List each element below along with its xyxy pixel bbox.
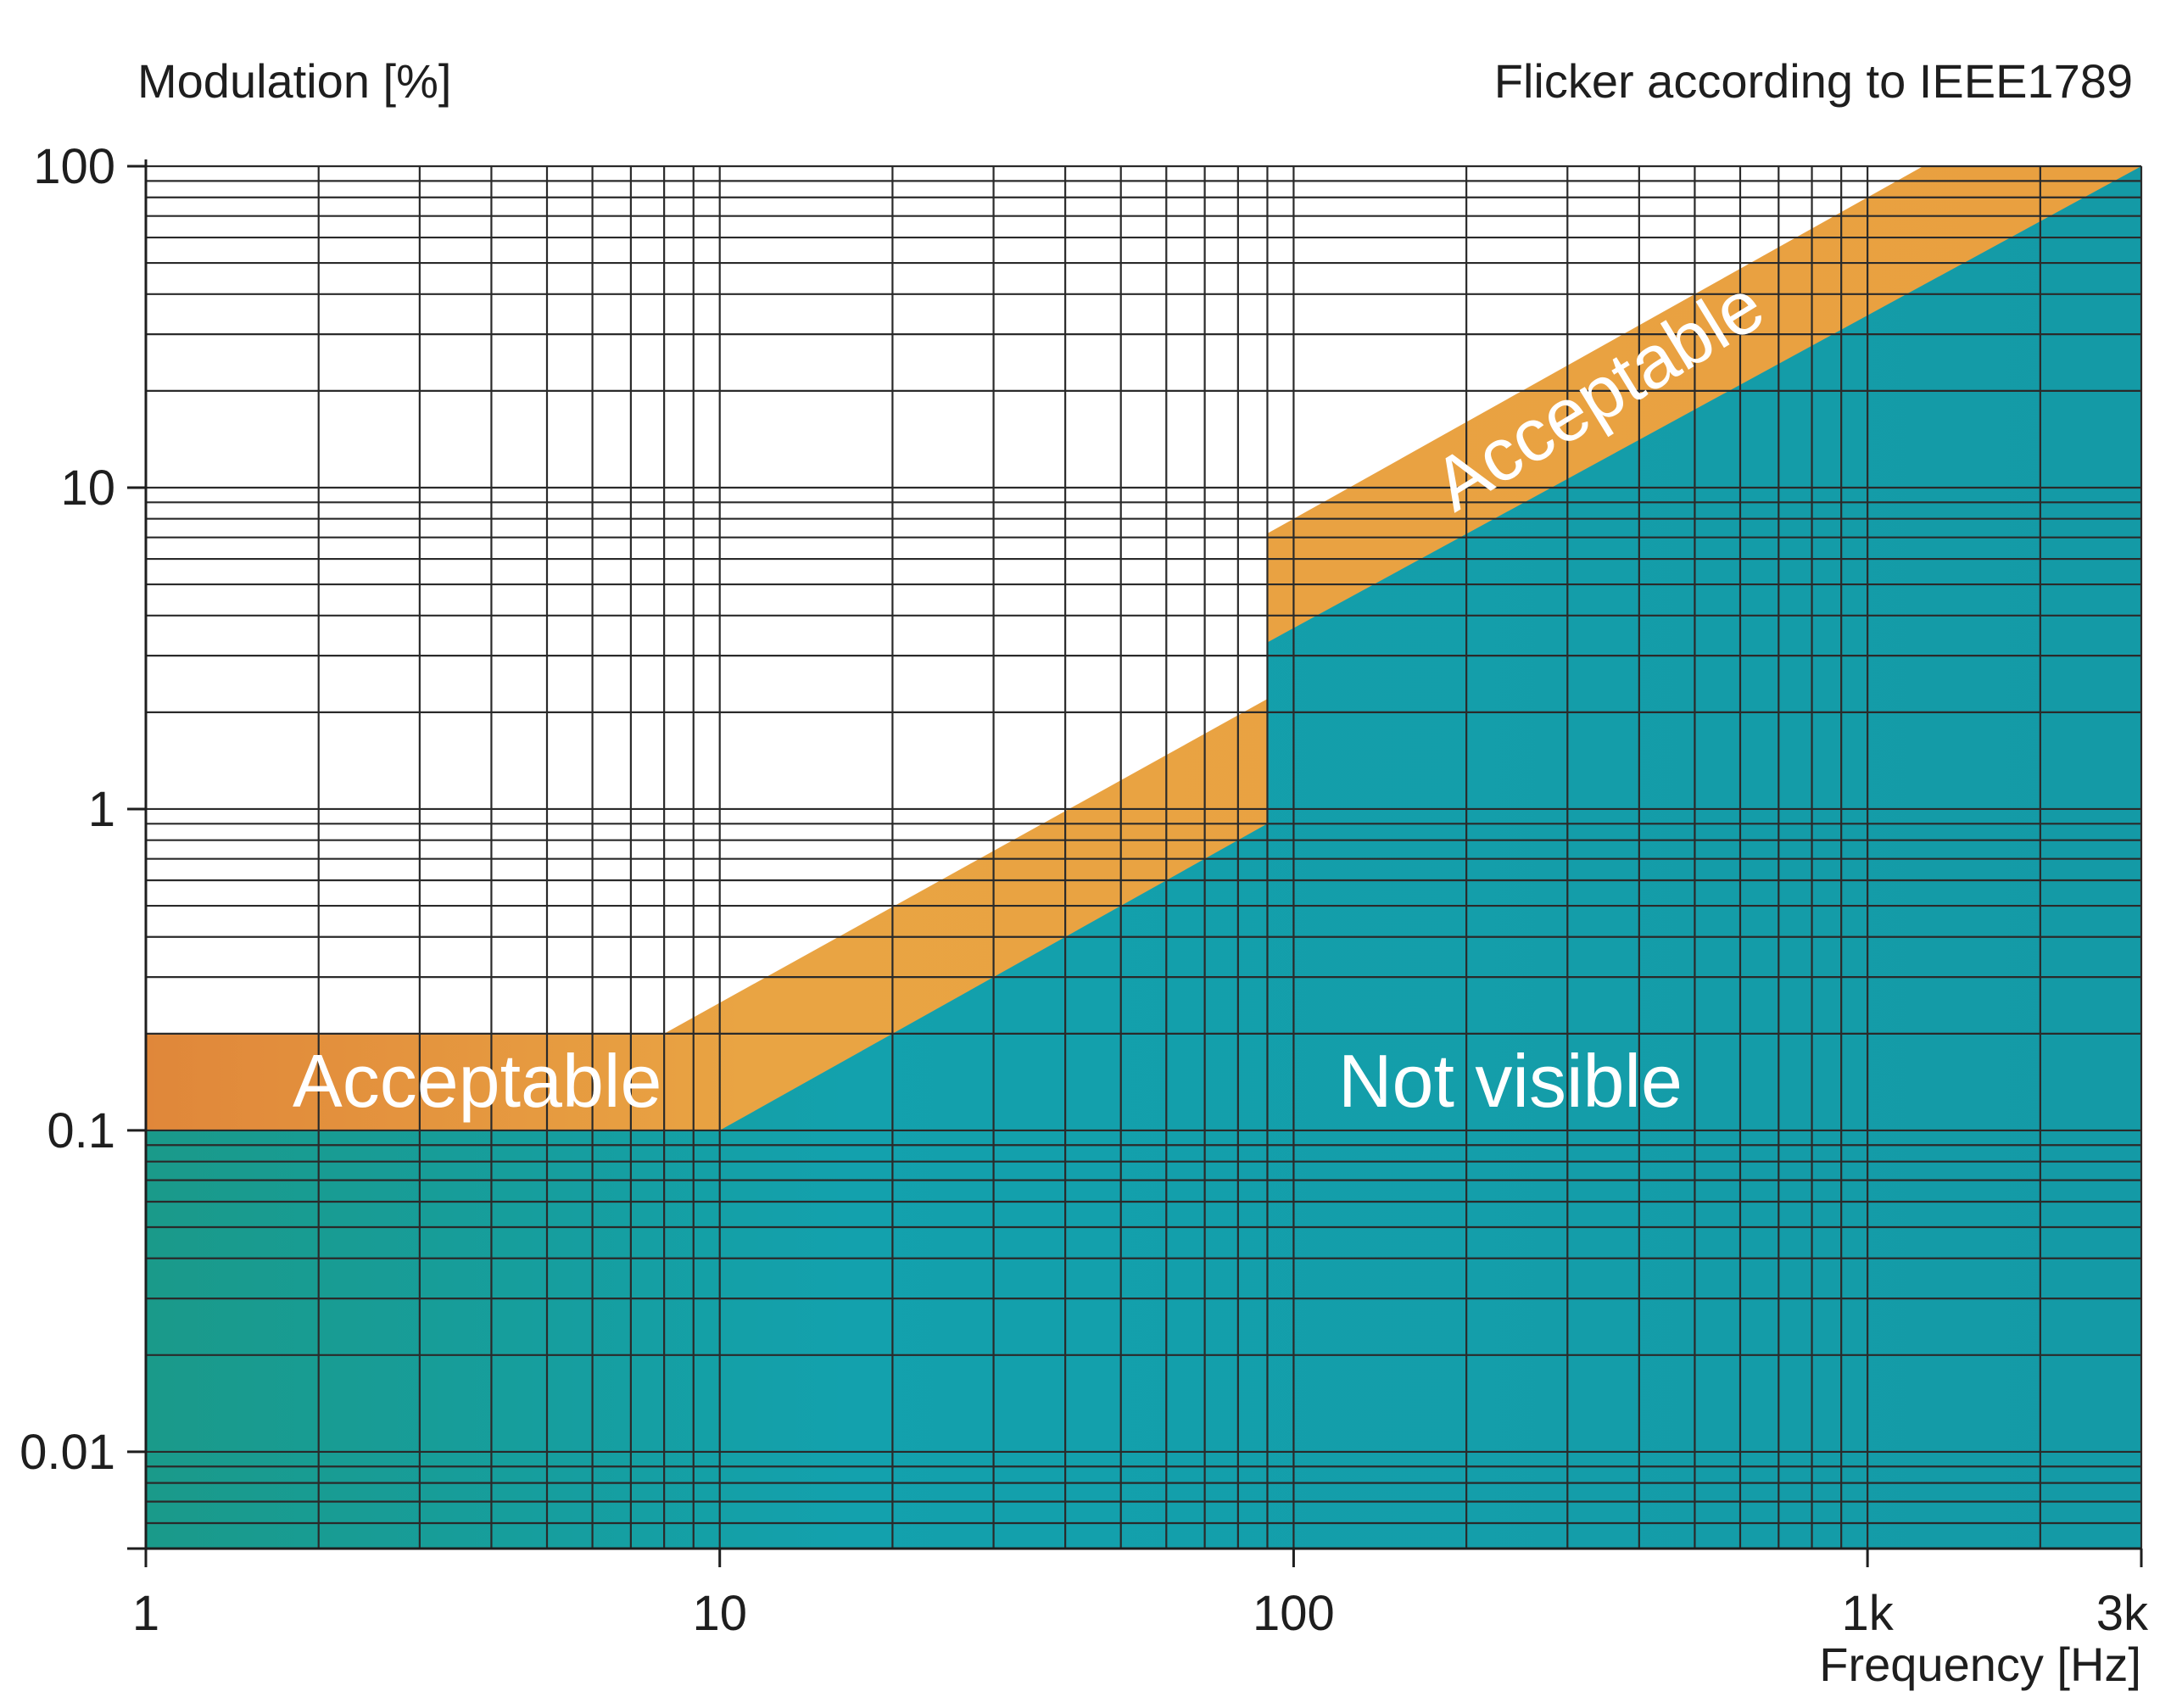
y-axis-label: Modulation [%] xyxy=(137,54,451,108)
x-tick-label: 3k xyxy=(2096,1586,2149,1641)
x-tick-label: 1k xyxy=(1841,1586,1894,1641)
region-label-not-visible: Not visible xyxy=(1338,1039,1683,1123)
regions-layer xyxy=(146,166,2141,1549)
y-tick-label: 0.1 xyxy=(47,1103,115,1158)
region-label-acceptable-low: Acceptable xyxy=(293,1039,661,1123)
x-tick-label: 100 xyxy=(1253,1586,1335,1641)
chart-title: Flicker according to IEEE1789 xyxy=(1494,54,2133,108)
y-tick-label: 10 xyxy=(60,460,115,516)
x-tick-label: 1 xyxy=(132,1586,159,1641)
region-not-visible xyxy=(146,166,2141,1549)
x-tick-label: 10 xyxy=(692,1586,747,1641)
grid-layer xyxy=(144,165,2143,1550)
axes-layer xyxy=(127,159,2143,1567)
y-tick-label: 0.01 xyxy=(20,1425,115,1480)
tick-labels-layer: 100 10 1 0.1 0.01 1 10 100 1k 3k xyxy=(20,139,2149,1641)
x-axis-label: Frequency [Hz] xyxy=(1819,1638,2141,1691)
y-tick-label: 100 xyxy=(33,139,115,194)
y-tick-label: 1 xyxy=(88,782,115,837)
